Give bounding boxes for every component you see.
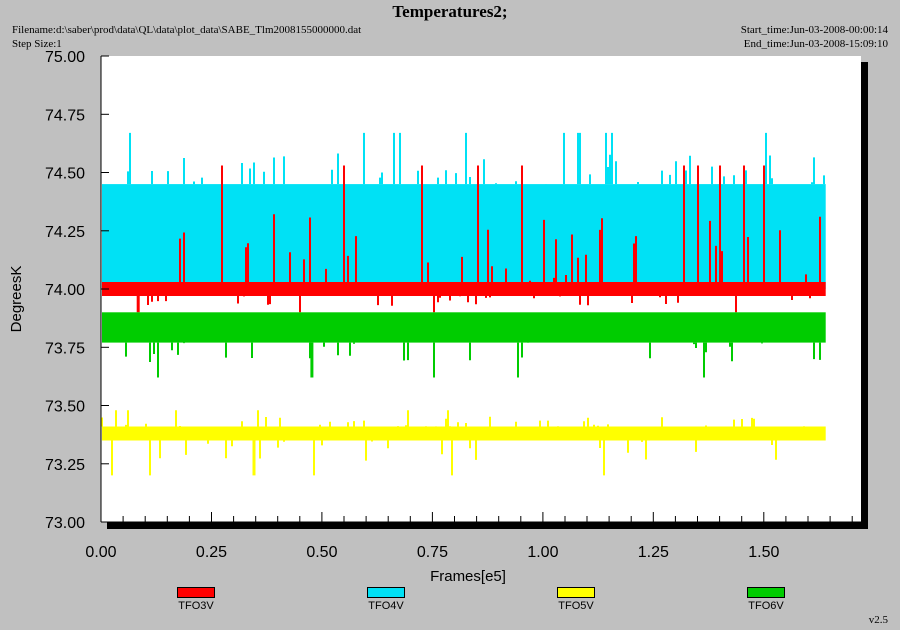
x-tick-label: 0.00 (85, 544, 116, 561)
x-tick-label: 0.25 (196, 544, 227, 561)
step-size-label: Step Size:1 (12, 38, 62, 50)
y-tick-label: 74.25 (45, 224, 85, 241)
y-tick-label: 73.00 (45, 515, 85, 532)
y-tick-label: 73.75 (45, 340, 85, 357)
y-tick-label: 74.00 (45, 282, 85, 299)
series-tfo6v (102, 312, 826, 378)
legend-swatch-tfo6v (747, 587, 785, 598)
series-noise-tfo6v (125, 342, 821, 378)
y-tick-label: 75.00 (45, 49, 85, 66)
legend-swatch-tfo3v (177, 587, 215, 598)
legend-label-tfo4v: TFO4V (368, 600, 404, 612)
x-tick-label: 0.75 (417, 544, 448, 561)
series-band-tfo4v (102, 184, 826, 289)
series-layer (101, 132, 826, 476)
y-tick-label: 73.25 (45, 457, 85, 474)
y-axis-label: DegreesK (8, 266, 25, 333)
legend-item-tfo4v: TFO4V (346, 587, 426, 612)
y-tick-label: 74.75 (45, 107, 85, 124)
legend-label-tfo5v: TFO5V (558, 600, 594, 612)
series-noise-tfo5v (101, 410, 805, 476)
series-tfo5v (101, 410, 826, 476)
legend-item-tfo5v: TFO5V (536, 587, 616, 612)
x-tick-label: 1.00 (527, 544, 558, 561)
x-axis-label: Frames[e5] (430, 568, 506, 585)
y-tick-label: 73.50 (45, 399, 85, 416)
legend-label-tfo3v: TFO3V (178, 600, 214, 612)
x-tick-label: 0.50 (306, 544, 337, 561)
version-label: v2.5 (868, 614, 888, 626)
legend-item-tfo3v: TFO3V (156, 587, 236, 612)
start-time-label: Start_time:Jun-03-2008-00:00:14 (740, 24, 888, 36)
series-band-tfo6v (102, 312, 826, 343)
filename-label: Filename:d:\saber\prod\data\QL\data\plot… (12, 24, 362, 36)
x-tick-label: 1.50 (748, 544, 779, 561)
series-tfo3v (102, 165, 826, 313)
legend-swatch-tfo4v (367, 587, 405, 598)
legend-label-tfo6v: TFO6V (748, 600, 784, 612)
y-tick-label: 74.50 (45, 166, 85, 183)
series-band-tfo5v (102, 426, 826, 441)
tick-layer: 73.00 73.25 73.50 73.75 74.00 74.25 74.50 74.75… (45, 49, 853, 561)
series-band-tfo3v (102, 282, 826, 296)
series-noise-tfo3v (147, 165, 821, 313)
chart-title: Temperatures2; (392, 2, 508, 21)
legend-swatch-tfo5v (557, 587, 595, 598)
end-time-label: End_time:Jun-03-2008-15:09:10 (743, 38, 888, 50)
x-tick-label: 1.25 (638, 544, 669, 561)
legend-item-tfo6v: TFO6V (726, 587, 806, 612)
